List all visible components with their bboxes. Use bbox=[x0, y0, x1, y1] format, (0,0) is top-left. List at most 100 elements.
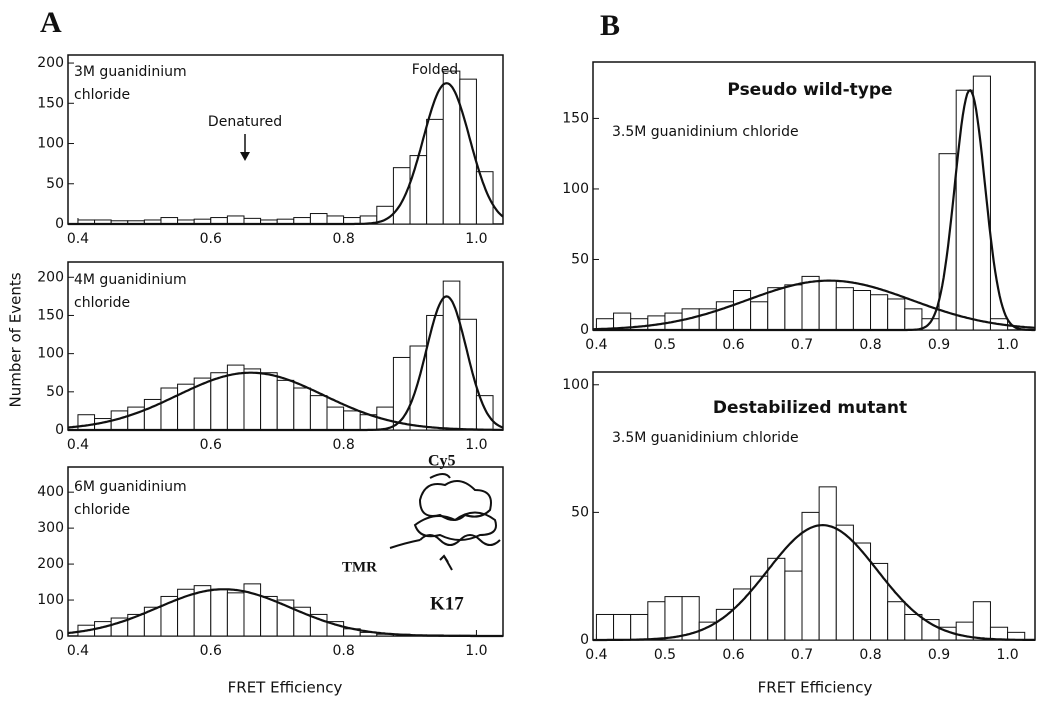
annotation: 3.5M guanidinium chloride bbox=[612, 124, 799, 140]
bar bbox=[392, 167, 411, 225]
y-tick-label: 100 bbox=[562, 181, 589, 197]
fit-curve bbox=[593, 88, 1035, 332]
x-tick-label: 1.0 bbox=[996, 647, 1018, 663]
bar bbox=[732, 290, 752, 331]
x-tick-label: 0.5 bbox=[654, 647, 676, 663]
bar bbox=[260, 595, 278, 637]
bar bbox=[750, 575, 769, 641]
x-tick-label: 0.6 bbox=[200, 231, 222, 247]
bar bbox=[784, 570, 803, 641]
bar bbox=[426, 314, 444, 431]
bar bbox=[630, 318, 649, 331]
bar bbox=[750, 301, 769, 331]
x-tick-label: 0.8 bbox=[332, 231, 354, 247]
y-tick-label: 400 bbox=[37, 484, 64, 500]
annotation: chloride bbox=[74, 295, 130, 311]
x-tick-label: 0.8 bbox=[859, 647, 881, 663]
bar bbox=[243, 368, 262, 431]
bar bbox=[442, 70, 461, 225]
y-axis-label: Number of Events bbox=[7, 272, 25, 407]
y-tick-label: 50 bbox=[46, 384, 64, 400]
y-tick-label: 0 bbox=[580, 322, 589, 338]
bar bbox=[326, 215, 345, 225]
bar bbox=[595, 613, 615, 641]
x-tick-label: 1.0 bbox=[465, 437, 487, 453]
x-tick-label: 0.4 bbox=[585, 647, 607, 663]
bar bbox=[475, 395, 494, 431]
x-tick-label: 0.6 bbox=[722, 337, 744, 353]
x-tick-label: 0.4 bbox=[67, 231, 89, 247]
annotation: 4M guanidinium bbox=[74, 272, 187, 288]
annotation: 3M guanidinium bbox=[74, 64, 187, 80]
bar bbox=[343, 410, 361, 431]
bar bbox=[681, 596, 700, 641]
bar bbox=[210, 588, 228, 637]
bar bbox=[801, 275, 820, 331]
bar bbox=[870, 562, 889, 641]
x-tick-label: 0.7 bbox=[791, 647, 813, 663]
bar bbox=[260, 372, 278, 431]
y-tick-label: 200 bbox=[37, 269, 64, 285]
bar bbox=[160, 387, 179, 431]
bar bbox=[409, 155, 428, 225]
fit-curve bbox=[68, 82, 504, 226]
bar bbox=[972, 75, 991, 331]
bar bbox=[904, 308, 923, 331]
bar bbox=[293, 387, 311, 431]
x-tick-label: 0.4 bbox=[67, 643, 89, 659]
bar bbox=[475, 171, 494, 225]
y-tick-label: 150 bbox=[37, 307, 64, 323]
annotation: chloride bbox=[74, 87, 130, 103]
bar bbox=[630, 613, 649, 641]
bar bbox=[870, 294, 889, 331]
x-tick-label: 1.0 bbox=[465, 643, 487, 659]
x-tick-label: 1.0 bbox=[996, 337, 1018, 353]
bar bbox=[613, 613, 632, 641]
bar bbox=[226, 592, 245, 637]
chart-title: Pseudo wild-type bbox=[727, 80, 892, 100]
bar bbox=[732, 588, 752, 641]
x-tick-label: 0.4 bbox=[585, 337, 607, 353]
fit-curve bbox=[67, 588, 503, 638]
bar bbox=[77, 414, 96, 431]
bar bbox=[972, 601, 991, 641]
x-tick-label: 1.0 bbox=[465, 231, 487, 247]
y-tick-label: 100 bbox=[37, 136, 64, 152]
x-tick-label: 0.6 bbox=[200, 643, 222, 659]
bar bbox=[835, 524, 854, 641]
x-tick-label: 0.5 bbox=[654, 337, 676, 353]
bar bbox=[715, 608, 734, 641]
annotation: 3.5M guanidinium chloride bbox=[612, 430, 799, 446]
y-tick-label: 50 bbox=[571, 504, 589, 520]
fit-curve bbox=[67, 371, 504, 431]
y-tick-label: 0 bbox=[580, 632, 589, 648]
bar bbox=[309, 395, 328, 431]
x-tick-label: 0.4 bbox=[67, 437, 89, 453]
bar bbox=[767, 287, 786, 331]
x-axis-label: FRET Efficiency bbox=[758, 679, 873, 697]
x-tick-label: 0.8 bbox=[332, 643, 354, 659]
bar bbox=[887, 601, 906, 641]
panel-label: B bbox=[600, 9, 620, 42]
fit-curve bbox=[68, 295, 504, 432]
bar bbox=[664, 596, 683, 641]
y-tick-label: 0 bbox=[55, 216, 64, 232]
fit-curve bbox=[593, 523, 1035, 642]
bar bbox=[818, 280, 837, 331]
panel-label: A bbox=[40, 6, 62, 39]
inset-label: TMR bbox=[342, 559, 377, 575]
bar bbox=[904, 613, 923, 641]
annotation: chloride bbox=[74, 502, 130, 518]
x-tick-label: 0.6 bbox=[722, 647, 744, 663]
y-tick-label: 200 bbox=[37, 556, 64, 572]
chart-title: Destabilized mutant bbox=[713, 398, 907, 418]
fit-curve bbox=[593, 279, 1036, 331]
annotation: Denatured bbox=[208, 114, 282, 130]
bar bbox=[276, 379, 295, 431]
protein-inset bbox=[389, 473, 501, 571]
y-tick-label: 0 bbox=[55, 628, 64, 644]
y-tick-label: 100 bbox=[37, 346, 64, 362]
bar bbox=[309, 213, 328, 225]
y-tick-label: 200 bbox=[37, 55, 64, 71]
